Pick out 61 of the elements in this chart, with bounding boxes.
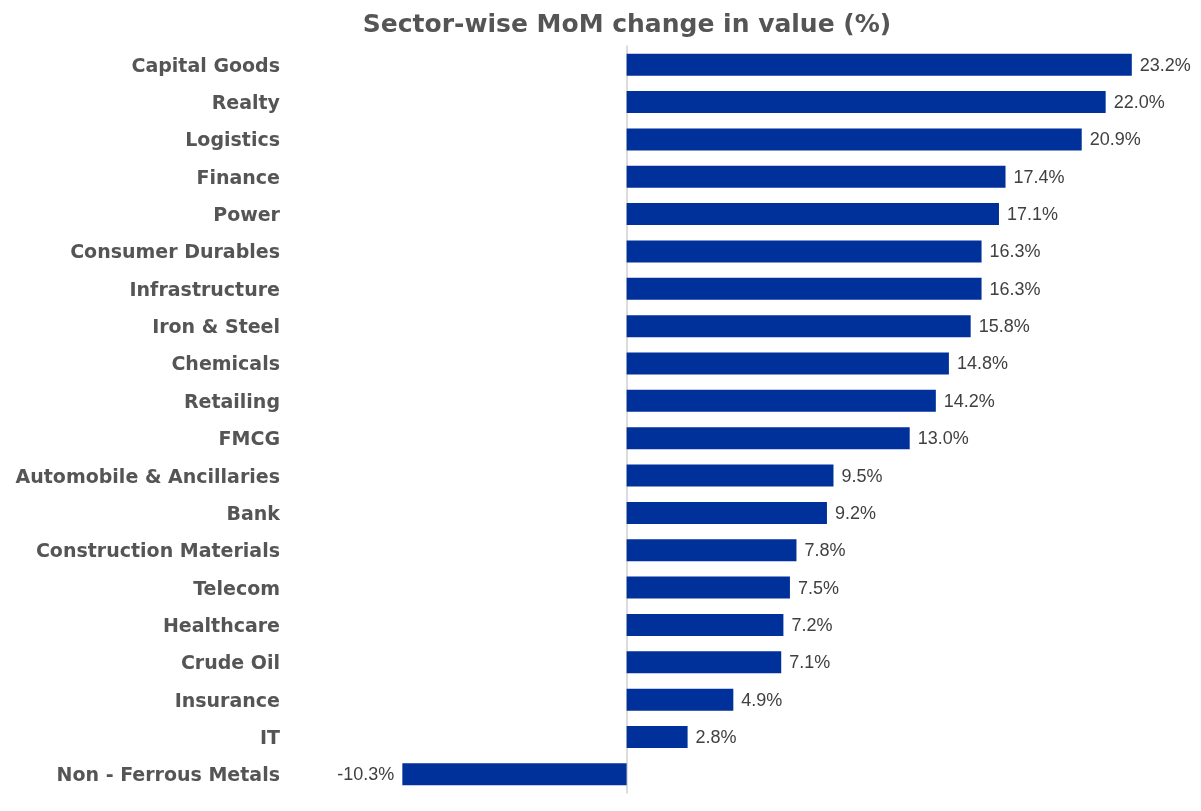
data-label: 14.8%	[956, 353, 1008, 374]
bar	[626, 277, 982, 300]
data-label: 7.2%	[791, 614, 833, 635]
y-tick-label: Non - Ferrous Metals	[56, 763, 280, 786]
y-tick-label: Retailing	[183, 389, 280, 412]
bar	[626, 315, 971, 338]
bar	[626, 501, 827, 524]
bar	[402, 763, 627, 786]
data-label: 7.5%	[797, 577, 839, 598]
y-tick-label: Consumer Durables	[70, 240, 280, 263]
y-tick-label: Infrastructure	[129, 277, 280, 300]
data-label: 22.0%	[1113, 92, 1165, 113]
y-tick-label: IT	[259, 725, 281, 748]
bar	[626, 389, 936, 412]
bar	[626, 688, 734, 711]
data-label: 17.1%	[1006, 204, 1059, 225]
bar	[626, 576, 790, 599]
data-label: 14.2%	[943, 390, 995, 411]
data-label: 16.3%	[989, 278, 1041, 299]
y-tick-label: Capital Goods	[131, 53, 280, 76]
data-label: 7.1%	[789, 652, 831, 673]
data-label: 23.2%	[1139, 54, 1191, 75]
bar	[626, 53, 1132, 76]
bar	[626, 240, 982, 263]
data-label: 20.9%	[1089, 129, 1141, 150]
y-tick-label: Insurance	[174, 688, 280, 711]
data-label: 2.8%	[695, 726, 737, 747]
bar	[626, 128, 1082, 151]
y-tick-label: Finance	[196, 165, 280, 188]
y-tick-label: FMCG	[218, 427, 280, 450]
bar	[626, 165, 1006, 188]
data-label: 4.9%	[741, 689, 783, 710]
data-label: 17.4%	[1013, 166, 1065, 187]
bar	[626, 427, 910, 450]
y-tick-label: Crude Oil	[180, 651, 280, 674]
data-label: 15.8%	[978, 316, 1030, 337]
data-label: 9.5%	[841, 465, 883, 486]
bar	[626, 725, 688, 748]
y-tick-label: Logistics	[185, 128, 280, 151]
y-tick-label: Iron & Steel	[152, 315, 280, 338]
y-tick-label: Power	[213, 203, 281, 226]
bar	[626, 613, 784, 636]
bar	[626, 352, 949, 375]
data-label: 9.2%	[834, 502, 876, 523]
bar	[626, 203, 999, 226]
y-tick-label: Telecom	[193, 576, 280, 599]
y-tick-label: Bank	[226, 501, 281, 524]
y-tick-label: Automobile & Ancillaries	[15, 464, 280, 487]
y-tick-label: Realty	[211, 91, 281, 114]
bar	[626, 651, 782, 674]
bar	[626, 539, 797, 562]
data-label: 13.0%	[917, 428, 969, 449]
y-tick-label: Healthcare	[162, 613, 280, 636]
data-label: 16.3%	[989, 241, 1041, 262]
bar	[626, 464, 834, 487]
y-tick-label: Chemicals	[171, 352, 280, 375]
y-tick-label: Construction Materials	[35, 539, 280, 562]
data-label: -10.3%	[337, 764, 395, 785]
bar	[626, 91, 1106, 114]
data-label: 7.8%	[804, 540, 846, 561]
chart-title: Sector-wise MoM change in value (%)	[362, 9, 892, 38]
